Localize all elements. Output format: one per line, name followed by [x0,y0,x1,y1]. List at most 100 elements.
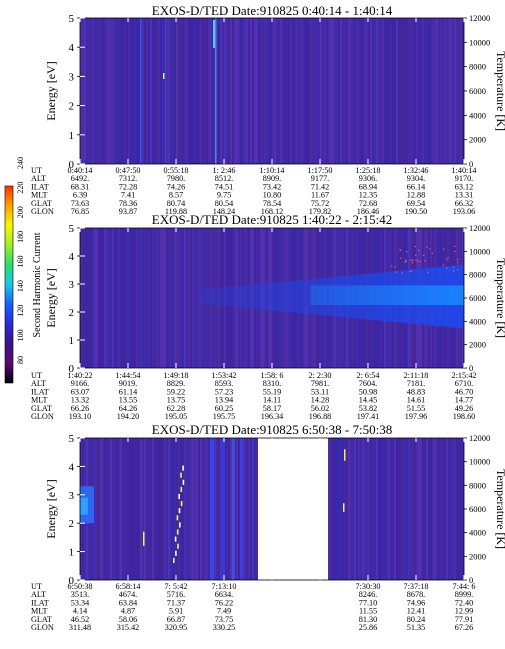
colorbar-tick-label: 100 [16,329,25,341]
table-cell: 1:10:14 [259,166,284,175]
table-cell: 320.95 [165,623,188,632]
table-cell: 8.57 [169,191,183,200]
table-cell: 9.75 [217,191,231,200]
y-right-tick-label: 10000 [469,246,490,256]
table-cell: 2: 2:30 [309,371,332,380]
table-cell: 69.54 [407,199,425,208]
panel-3-spectrogram [80,438,464,580]
table-cell: 0:40:14 [67,166,92,175]
table-cell: 8999. [455,590,473,599]
table-cell: 330.25 [213,623,236,632]
y-tick-label: 0 [69,159,75,171]
colorbar-label: Second Harmonic Current [32,232,43,337]
table-row-label: GLON [31,623,54,632]
table-cell: 63.07 [71,387,89,396]
colorbar-tick-label: 120 [16,305,25,317]
table-cell: 72.68 [359,199,377,208]
table-cell: 80.54 [215,199,233,208]
table-cell: 13.94 [215,396,233,405]
table-cell: 1:58: 6 [261,371,284,380]
table-cell: 51.55 [407,404,425,413]
table-cell: 4.87 [121,607,135,616]
table-cell: 4674. [119,590,137,599]
table-cell: 14.11 [263,396,281,405]
table-cell: 72.40 [455,598,473,607]
table-cell: 190.50 [405,207,428,216]
table-cell: 9177. [311,174,329,183]
table-cell: 81.30 [359,615,377,624]
y-tick-label: 3 [69,279,75,291]
panel-1-ylabel-right: Temperature [K] [494,51,505,131]
table-cell: 93.87 [119,207,137,216]
table-cell: 7:44: 6 [453,582,476,591]
table-cell: 8310. [263,379,281,388]
table-cell: 8512. [215,174,233,183]
table-cell: 9306. [359,174,377,183]
y-tick-label: 3 [69,490,75,502]
table-cell: 6:50:38 [67,582,92,591]
table-cell: 57.23 [215,387,233,396]
table-row-label: GLON [31,412,54,421]
table-cell: 194.20 [117,412,140,421]
table-cell: 76.22 [215,598,233,607]
table-cell: 3513. [71,590,89,599]
y-tick-label: 3 [69,71,75,83]
y-right-tick-label: 6000 [469,504,486,514]
colorbar-tick-label: 180 [16,231,25,243]
table-cell: 315.42 [117,623,140,632]
panel-2-ylabel-right: Temperature [K] [494,258,505,338]
table-cell: 67.26 [455,623,473,632]
table-cell: 179.82 [309,207,332,216]
y-right-tick-label: 8000 [469,480,486,490]
y-tick-label: 0 [69,575,75,587]
table-cell: 59.22 [167,387,185,396]
table-cell: 1:25:18 [355,166,380,175]
colorbar-tick-label: 220 [16,182,25,194]
colorbar-tick-label: 140 [16,280,25,292]
y-tick-label: 5 [69,13,75,25]
table-cell: 1: 2:46 [213,166,236,175]
y-tick-label: 1 [69,130,75,142]
y-tick-label: 2 [69,101,75,113]
table-cell: 12.41 [407,607,425,616]
table-cell: 53.82 [359,404,377,413]
y-right-tick-label: 12000 [469,433,490,443]
table-cell: 49.26 [455,404,473,413]
y-right-tick-label: 2000 [469,340,486,350]
y-right-tick-label: 8000 [469,62,486,72]
table-cell: 11.67 [311,191,329,200]
table-cell: 10.80 [263,191,281,200]
table-cell: 50.98 [359,387,377,396]
y-tick-label: 2 [69,518,75,530]
table-cell: 195.75 [213,412,236,421]
table-cell: 8593. [215,379,233,388]
panel-3-axes: 0 1 2 3 4 5 0 2000 4000 6000 8000 10000 12000 [69,433,491,587]
y-right-tick-label: 0 [469,575,473,585]
table-cell: 1:53:42 [211,371,236,380]
table-cell: 68.31 [71,182,89,191]
table-row-label: ILAT [31,387,49,396]
table-row-label: MLT [31,396,48,405]
table-cell: 48.83 [407,387,425,396]
y-right-tick-label: 12000 [469,13,490,23]
y-right-tick-label: 4000 [469,316,486,326]
table-cell: 7981. [311,379,329,388]
y-tick-label: 1 [69,335,75,347]
table-cell: 77.91 [455,615,473,624]
table-cell: 77.10 [359,598,377,607]
table-cell: 168.12 [261,207,284,216]
table-cell: 5716. [167,590,185,599]
table-cell: 6634. [215,590,233,599]
y-tick-label: 5 [69,433,75,445]
table-cell: 14.61 [407,396,425,405]
colorbar-tick-label: 80 [16,356,25,364]
y-tick-label: 5 [69,223,75,235]
table-cell: 56.02 [311,404,329,413]
y-right-tick-label: 0 [469,363,473,373]
panel-2: EXOS-D/TED Date:910825 1:40:22 - 2:15:42… [31,212,505,421]
table-cell: 13.75 [167,396,185,405]
table-cell: 80.24 [407,615,425,624]
table-cell: 1:49:18 [163,371,188,380]
table-row-label: MLT [31,191,48,200]
